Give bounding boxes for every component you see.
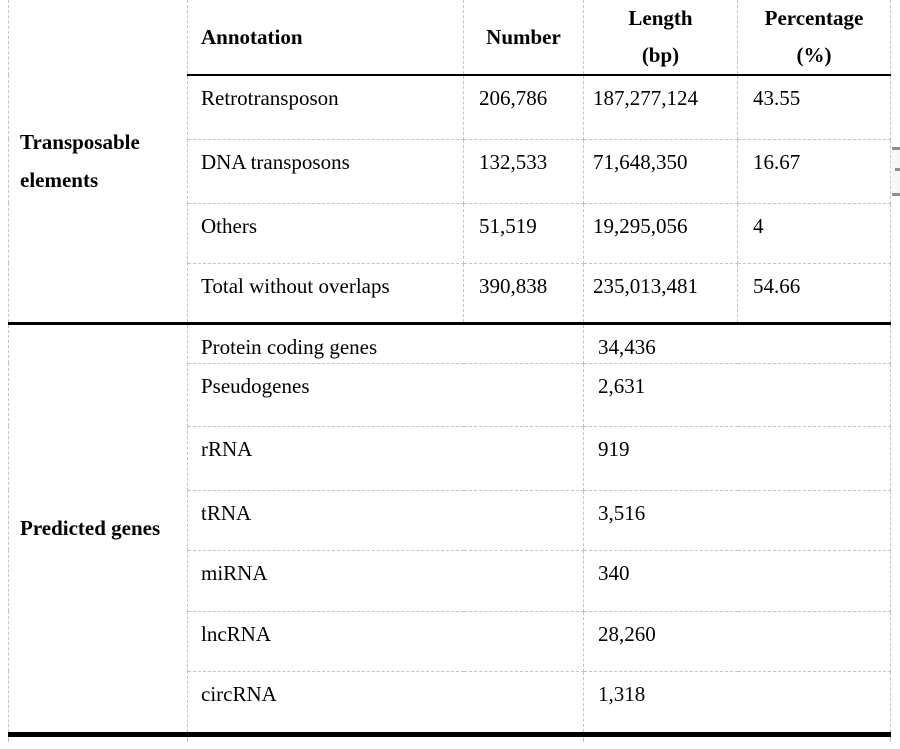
cell-number: 206,786 bbox=[463, 74, 584, 140]
header-number: Number bbox=[463, 0, 584, 76]
cell-length-bp: 187,277,124 bbox=[583, 74, 738, 140]
cell-number: 132,533 bbox=[463, 138, 584, 204]
table-row: lncRNA 28,260 bbox=[9, 610, 891, 672]
group-cell-predicted-genes: Predicted genes bbox=[8, 323, 188, 737]
table-row: Others 51,519 19,295,056 4 bbox=[9, 202, 891, 264]
cell-number: 51,519 bbox=[463, 202, 584, 264]
cell-annotation: Retrotransposon bbox=[187, 74, 464, 140]
table-row: Predicted genes Protein coding genes 34,… bbox=[8, 322, 891, 737]
scrollbar-top-edge-icon bbox=[892, 147, 900, 150]
cell-annotation: lncRNA bbox=[187, 610, 584, 672]
cell-number: 340 bbox=[583, 549, 891, 612]
table-row-partial bbox=[8, 733, 891, 742]
cell-annotation: miRNA bbox=[187, 549, 584, 612]
cell-annotation: tRNA bbox=[187, 489, 584, 551]
header-percentage-line2: (%) bbox=[796, 43, 832, 67]
table-row: miRNA 340 bbox=[9, 549, 891, 612]
header-length-line2: (bp) bbox=[641, 43, 680, 67]
cell-annotation: Others bbox=[187, 202, 464, 264]
cell-length-bp: 19,295,056 bbox=[583, 202, 738, 264]
cell-annotation: DNA transposons bbox=[187, 138, 464, 204]
header-annotation: Annotation bbox=[187, 0, 464, 76]
cell-number: 28,260 bbox=[583, 610, 891, 672]
cell-percentage: 43.55 bbox=[737, 74, 891, 140]
table-row: DNA transposons 132,533 71,648,350 16.67 bbox=[9, 138, 891, 204]
cell-number: 3,516 bbox=[583, 489, 891, 551]
cell-annotation: Pseudogenes bbox=[187, 362, 584, 427]
cell-percentage: 4 bbox=[737, 202, 891, 264]
header-length-line1: Length bbox=[628, 6, 693, 30]
table-row: Pseudogenes 2,631 bbox=[9, 362, 891, 427]
scrollbar-fragment[interactable] bbox=[892, 147, 900, 196]
table-row: Total without overlaps 390,838 235,013,4… bbox=[9, 262, 891, 325]
header-length-bp: Length (bp) bbox=[583, 0, 738, 76]
header-annotation-label: Annotation bbox=[201, 24, 303, 49]
group-label: Predicted genes bbox=[20, 516, 161, 540]
cell-number: 390,838 bbox=[463, 262, 584, 325]
cell-number: 919 bbox=[583, 425, 891, 491]
cell-annotation: rRNA bbox=[187, 425, 584, 491]
group-label: Transposable elements bbox=[20, 129, 140, 192]
cell-length-bp: 235,013,481 bbox=[583, 262, 738, 325]
cell-empty bbox=[583, 733, 891, 742]
cell-number: 1,318 bbox=[583, 670, 891, 737]
cell-percentage: 54.66 bbox=[737, 262, 891, 325]
cell-number: 34,436 bbox=[583, 322, 891, 364]
scrollbar-grip-icon bbox=[895, 168, 900, 171]
table-row: tRNA 3,516 bbox=[9, 489, 891, 551]
cell-length-bp: 71,648,350 bbox=[583, 138, 738, 204]
group-cell-transposable-elements: Transposable elements bbox=[8, 0, 188, 325]
cell-annotation: circRNA bbox=[187, 670, 584, 737]
table-row: rRNA 919 bbox=[9, 425, 891, 491]
cell-annotation: Total without overlaps bbox=[187, 262, 464, 325]
table-header-row: Transposable elements Annotation Number … bbox=[8, 0, 891, 325]
cell-annotation: Protein coding genes bbox=[187, 322, 584, 364]
header-number-label: Number bbox=[486, 24, 561, 49]
table-row: circRNA 1,318 bbox=[9, 670, 891, 737]
annotation-stats-table: Transposable elements Annotation Number … bbox=[8, 0, 891, 742]
cell-number: 2,631 bbox=[583, 362, 891, 427]
cell-percentage: 16.67 bbox=[737, 138, 891, 204]
header-percentage-line1: Percentage bbox=[764, 6, 864, 30]
scrollbar-bottom-edge-icon bbox=[892, 193, 900, 196]
cell-empty bbox=[187, 733, 584, 742]
cell-empty bbox=[8, 733, 188, 742]
header-percentage: Percentage (%) bbox=[737, 0, 891, 76]
